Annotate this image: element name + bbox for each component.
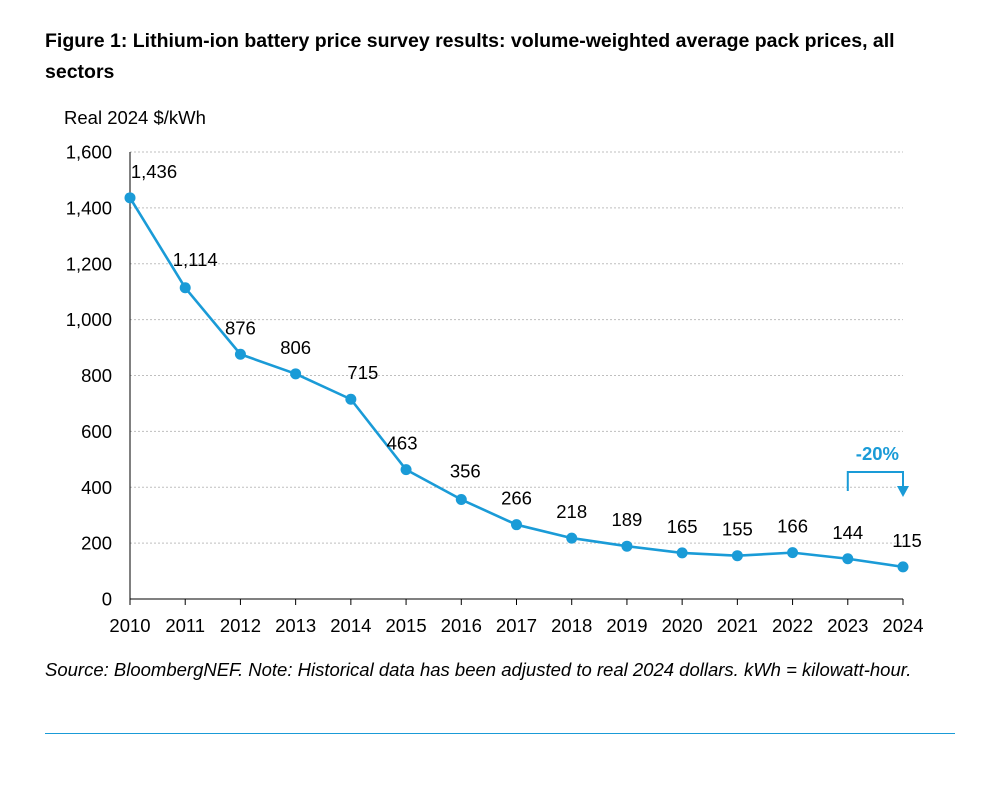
annotation-label: -20% <box>856 443 899 464</box>
data-point <box>124 192 136 204</box>
data-label: 166 <box>777 516 808 537</box>
data-point <box>566 532 578 544</box>
data-point <box>787 547 799 559</box>
data-label: 806 <box>280 337 311 358</box>
data-point <box>179 282 191 294</box>
y-tick-label: 0 <box>102 589 112 610</box>
y-axis-label: Real 2024 $/kWh <box>64 107 206 128</box>
data-label: 1,114 <box>173 249 218 270</box>
data-point <box>621 540 633 552</box>
data-label: 144 <box>832 522 863 543</box>
y-tick-label: 800 <box>81 365 112 386</box>
x-tick-label: 2019 <box>606 615 647 636</box>
data-label: 266 <box>501 488 532 509</box>
y-tick-label: 1,400 <box>66 197 112 218</box>
y-tick-labels: 0 200 400 600 800 1,000 1,200 1,400 1,600 <box>66 142 112 610</box>
x-tick-label: 2011 <box>165 615 205 636</box>
data-point <box>731 550 743 562</box>
series-line <box>128 197 904 569</box>
x-tick-label: 2017 <box>496 615 537 636</box>
data-label: 155 <box>722 519 753 540</box>
series-line-path <box>128 197 904 569</box>
data-point <box>897 561 909 573</box>
x-tick-label: 2016 <box>441 615 482 636</box>
x-tick-label: 2014 <box>330 615 371 636</box>
data-point <box>842 553 854 565</box>
data-point <box>511 519 522 531</box>
gridlines <box>130 151 903 544</box>
y-tick-label: 1,000 <box>66 309 112 330</box>
x-tick-label: 2020 <box>662 615 703 636</box>
chart-title: Figure 1: Lithium-ion battery price surv… <box>45 30 895 83</box>
x-tick-labels: 2010 2011 2012 2013 2014 2015 2016 2017 2018 2019… <box>109 615 923 636</box>
x-tick-label: 2022 <box>772 615 813 636</box>
y-tick-label: 200 <box>81 533 112 554</box>
data-label: 115 <box>892 530 922 551</box>
y-tick-label: 1,600 <box>66 142 112 163</box>
data-label: 189 <box>611 509 642 530</box>
x-tick-label: 2015 <box>385 615 426 636</box>
data-label: 165 <box>667 516 698 537</box>
axes <box>129 152 904 605</box>
data-point <box>345 393 357 405</box>
change-annotation: -20% <box>846 443 909 497</box>
data-label: 715 <box>347 362 378 383</box>
data-label: 356 <box>450 461 481 482</box>
x-tick-label: 2024 <box>882 615 923 636</box>
data-label: 876 <box>225 317 256 338</box>
line-chart: Real 2024 $/kWh 0 200 400 600 800 1,000 1,200 1… <box>64 107 924 636</box>
y-tick-label: 1,200 <box>66 253 112 274</box>
x-tick-label: 2012 <box>220 615 261 636</box>
y-tick-label: 400 <box>81 477 112 498</box>
data-points <box>124 192 909 573</box>
x-tick-label: 2018 <box>551 615 592 636</box>
data-point <box>676 547 688 559</box>
data-label: 218 <box>556 501 587 522</box>
bottom-rule <box>45 733 955 734</box>
x-tick-label: 2013 <box>275 615 316 636</box>
data-point <box>400 464 412 476</box>
down-arrow-icon <box>897 486 909 497</box>
x-tick-label: 2023 <box>827 615 868 636</box>
source-note: Source: BloombergNEF. Note: Historical d… <box>45 659 912 680</box>
data-label: 463 <box>387 433 418 454</box>
annotation-bracket <box>846 471 904 491</box>
x-tick-label: 2010 <box>109 615 150 636</box>
data-point <box>290 368 302 380</box>
data-labels: 1,436 1,114 876 806 715 463 356 266 218 189 165 155… <box>131 161 922 551</box>
data-point <box>234 348 246 360</box>
data-point <box>455 494 467 506</box>
data-label: 1,436 <box>131 161 177 182</box>
x-tick-label: 2021 <box>717 615 758 636</box>
y-tick-label: 600 <box>81 421 112 442</box>
